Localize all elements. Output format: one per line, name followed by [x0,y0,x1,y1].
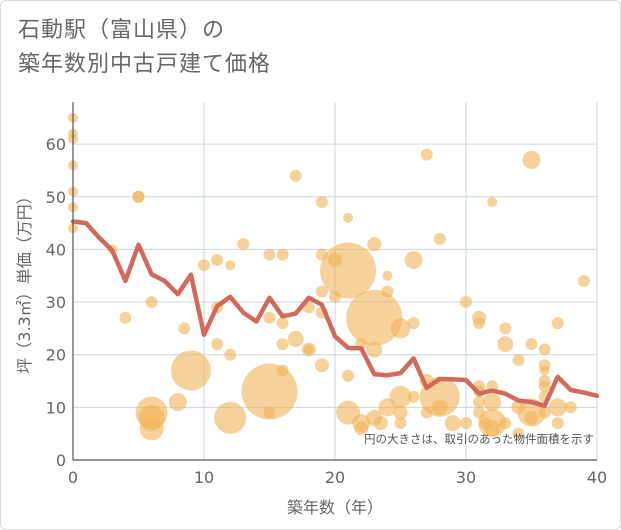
bubble-point [551,417,564,430]
bubble-point [473,396,486,409]
bubble-point [343,212,354,223]
trend-line-layer [70,219,600,409]
bubble-point [276,338,289,351]
bubble-point [225,260,236,271]
bubble-point [224,348,237,361]
bubble-point [522,150,541,169]
bubble-point [263,248,276,261]
bubble-point [211,338,224,351]
chart-title-line1: 石動駅（富山県）の [18,18,226,43]
y-tick-label: 0 [56,451,66,470]
bubble-point [366,341,383,358]
bubble-point [170,350,211,391]
y-tick-label: 30 [46,293,66,312]
bubble-point [512,353,525,366]
bubble-point [499,417,512,430]
x-axis-label: 築年数（年） [287,498,383,517]
bubble-point [303,344,314,355]
axes: 0 10 20 30 40 50 60 0 10 20 30 40 [46,102,607,487]
bubble-point [539,365,550,376]
bubble-point [460,296,472,309]
bubble-point [433,232,446,245]
bubble-point [404,250,423,269]
bubble-point [287,330,304,347]
x-tick-label: 10 [194,468,214,487]
bubble-point [548,398,567,417]
bubble-point [420,148,433,161]
bubble-point [431,399,448,416]
bubble-point [145,296,158,309]
bubble-point [342,369,355,382]
y-tick-label: 50 [46,188,66,207]
bubble-point [487,197,498,208]
bubble-point [320,242,377,299]
bubble-point [390,318,411,339]
bubble-point [524,410,539,425]
bubble-point [354,421,369,436]
chart-title: 石動駅（富山県）の 築年数別中古戸建て価格 [18,14,271,82]
bubble-point [276,317,289,330]
bubble-point [564,401,577,414]
y-tick-label: 60 [46,135,66,154]
bubble-point [237,238,250,251]
bubble-point [139,416,164,441]
bubble-point [407,390,420,403]
bubble-point [373,416,388,431]
bubble-point [512,427,525,440]
bubble-point [178,322,191,335]
bubble-point [381,285,394,298]
bubble-point [119,311,132,324]
bubble-point [346,289,403,346]
bubble-point [289,169,302,182]
bubble-point [315,285,328,298]
bubble-point [393,405,408,420]
bubble-point [394,417,407,430]
bubble-point [315,196,328,209]
chart-title-line2: 築年数別中古戸建て価格 [18,52,272,77]
bubble-point [276,364,289,377]
bubble-point [499,322,512,335]
bubble-point [551,317,564,330]
x-tick-label: 30 [456,468,476,487]
bubble-point [407,317,420,330]
bubble-point [198,259,210,272]
bubble-point [483,393,502,412]
bubble-point [577,275,590,287]
trend-line [70,219,600,409]
bubble-point [497,336,514,353]
size-annotation: 円の大きさは、取引のあった物件面積を示す [364,432,594,446]
bubble-point [314,358,329,373]
bubble-point [132,190,145,203]
bubble-point [211,253,224,266]
bubble-point [263,311,276,324]
bubble-point [538,406,551,419]
bubble-point [214,401,247,434]
bubble-layer [68,112,590,441]
bubble-point [276,248,289,261]
bubble-point [484,420,501,437]
x-tick-label: 20 [325,468,345,487]
bubble-point [473,317,486,330]
bubble-point [460,417,472,430]
y-tick-label: 10 [46,398,66,417]
bubble-point [538,380,551,393]
bubble-point [525,338,538,351]
x-tick-label: 40 [587,468,607,487]
bubble-point [367,237,382,252]
bubble-point [382,270,393,281]
bubble-point [538,343,551,356]
bubble-point [444,415,461,432]
y-axis-label: 坪（3.3㎡）単価（万円） [15,188,34,373]
bubble-point [168,393,187,412]
y-tick-label: 20 [46,346,66,365]
bubble-point [389,385,412,408]
x-tick-label: 0 [68,468,78,487]
y-tick-label: 40 [46,240,66,259]
bubble-point [241,363,298,420]
